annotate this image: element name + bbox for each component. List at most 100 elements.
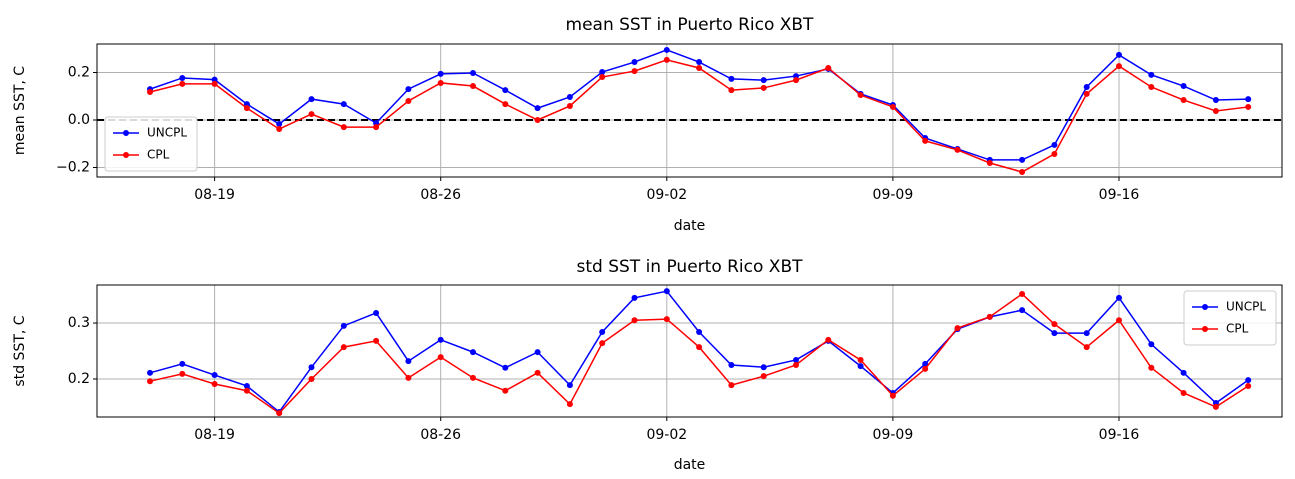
data-point [1051,321,1058,328]
data-point [857,356,864,363]
data-point [1051,141,1058,148]
data-point [405,86,412,93]
data-point [631,59,638,66]
x-tick-label: 09-16 [1099,187,1140,203]
data-point [308,375,315,382]
data-point [340,124,347,131]
data-point [1148,341,1155,348]
data-point [1116,317,1122,324]
data-point [566,382,573,389]
legend-box [1183,290,1277,346]
plot-frame [96,284,1283,418]
data-point [696,59,703,66]
data-point [502,364,509,371]
y-tick-label: 0.3 [68,315,90,331]
data-point [1083,330,1090,337]
data-point [405,98,412,104]
data-point [1083,90,1090,97]
data-point [631,294,638,301]
x-tick-label: 09-09 [873,427,914,443]
x-axis-label: date [674,457,706,473]
data-point [147,88,153,95]
data-point [1148,364,1155,371]
data-point [857,92,864,99]
data-point [340,101,347,108]
legend-label: CPL [1226,322,1249,336]
data-point [663,46,670,53]
data-point [1116,63,1122,70]
data-point [1180,97,1187,104]
data-point [825,336,832,343]
data-point [437,79,444,86]
data-point [276,121,283,128]
data-point [760,84,767,91]
data-point [728,361,735,368]
data-point [599,69,606,76]
x-tick-label: 09-09 [873,187,914,203]
chart-title: mean SST in Puerto Rico XBT [566,15,815,35]
data-point [1212,107,1219,114]
x-tick-label: 08-26 [420,187,461,203]
data-point [1019,290,1026,297]
y-tick-label: 0.2 [68,65,90,81]
data-point [922,360,929,367]
series-line [149,59,1249,173]
legend: UNCPL CPL [104,116,198,172]
data-point [340,322,347,329]
data-point [986,159,993,166]
data-point [696,64,703,71]
data-point [1148,71,1155,78]
data-point [308,111,315,118]
data-point [308,364,315,371]
data-point [954,325,961,332]
data-point [599,74,606,81]
data-point [663,316,670,323]
data-point [793,77,799,84]
legend-label: CPL [147,148,170,162]
data-point [1148,83,1155,90]
data-point [211,80,218,87]
data-point [534,117,541,123]
y-axis-label: std SST, C [12,315,28,386]
data-point [534,349,541,356]
data-point [147,378,153,385]
data-point [373,309,380,316]
data-point [696,328,703,335]
data-point [405,374,412,381]
data-point [308,96,315,103]
data-point [631,68,638,75]
data-point [1180,389,1187,396]
plot-frame [96,43,1283,178]
data-point [663,288,670,295]
data-point [211,372,218,379]
data-point [211,76,218,83]
x-tick-label: 09-02 [646,187,687,203]
legend-box [104,116,198,172]
data-point [922,137,929,144]
data-point [728,75,735,82]
data-point [179,74,186,81]
data-point [276,126,283,133]
data-point [663,56,670,63]
data-point [437,336,444,343]
data-point [1019,307,1026,314]
data-point [276,410,283,417]
data-point [405,358,412,365]
data-point [1212,97,1219,104]
data-point [1083,344,1090,351]
data-point [502,387,509,394]
y-tick-label: 0.2 [68,371,90,387]
legend-marker [123,152,129,158]
data-point [954,146,961,153]
data-point [534,369,541,376]
data-point [566,102,573,109]
x-tick-label: 09-16 [1099,427,1140,443]
data-point [1245,103,1252,110]
data-point [502,101,509,108]
data-point [1116,51,1122,58]
data-point [147,369,153,376]
data-point [470,349,476,356]
data-point [889,103,896,110]
data-point [728,382,735,389]
